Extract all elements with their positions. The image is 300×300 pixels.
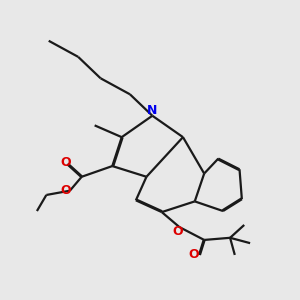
Text: N: N	[147, 104, 158, 117]
Text: O: O	[60, 156, 70, 169]
Text: O: O	[60, 184, 71, 197]
Text: O: O	[188, 248, 199, 261]
Text: O: O	[173, 225, 183, 238]
